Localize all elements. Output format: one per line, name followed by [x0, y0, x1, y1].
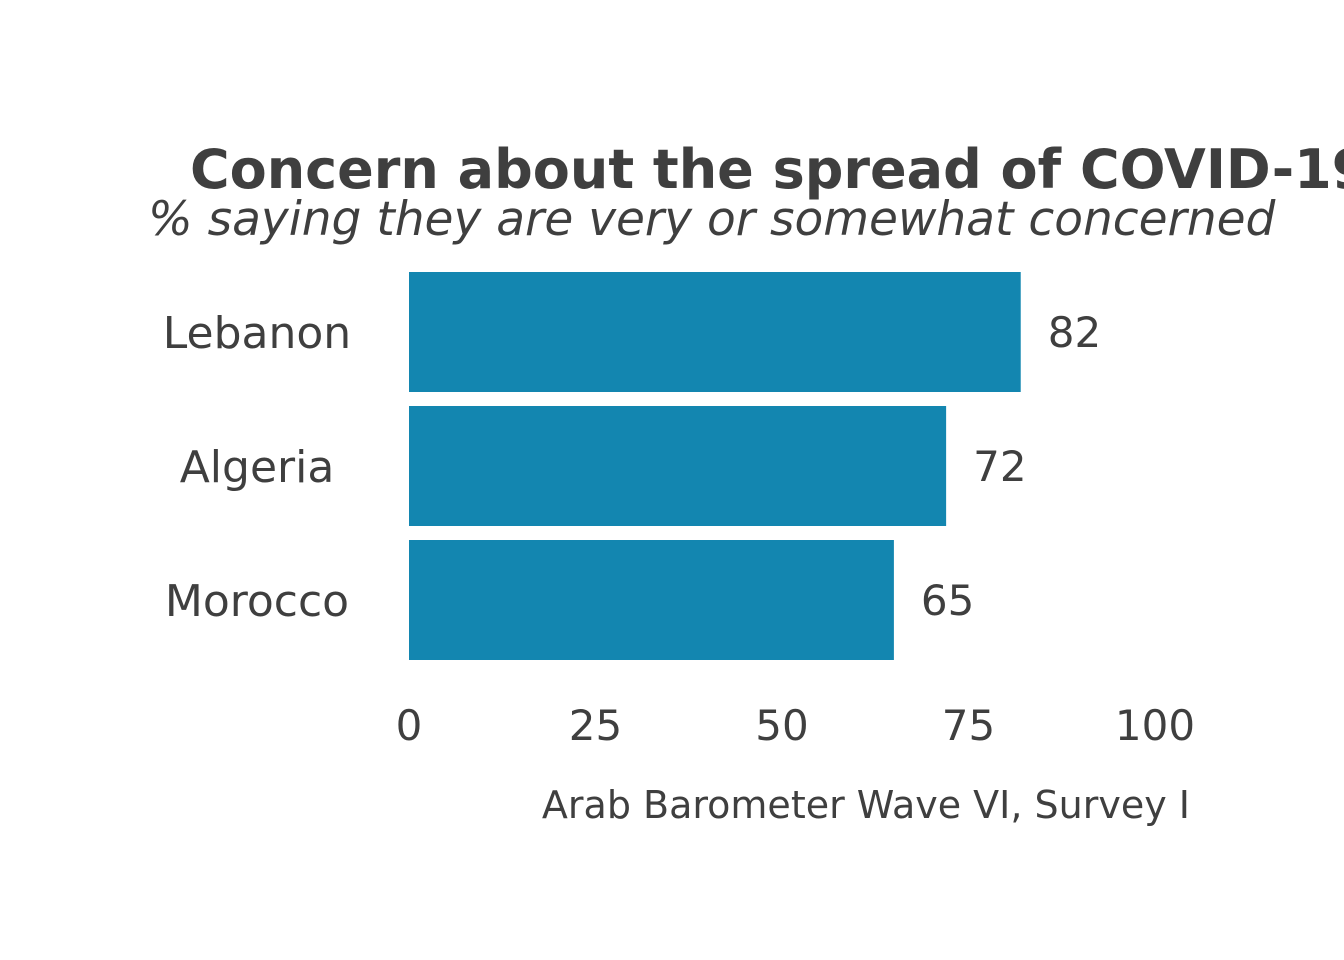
data-label: 82 — [1048, 308, 1101, 357]
x-tick-label: 100 — [1115, 701, 1195, 750]
bar-lebanon — [409, 272, 1021, 392]
category-label: Lebanon — [163, 308, 351, 359]
bar-morocco — [409, 540, 894, 660]
chart-subtitle: % saying they are very or somewhat conce… — [148, 192, 1276, 247]
data-label: 65 — [921, 576, 974, 625]
x-tick-label: 50 — [755, 701, 808, 750]
data-label: 72 — [973, 442, 1026, 491]
category-label: Algeria — [180, 442, 335, 493]
chart-title: Concern about the spread of COVID-19 — [190, 138, 1344, 201]
x-tick-label: 0 — [396, 701, 423, 750]
chart-caption: Arab Barometer Wave VI, Survey I — [542, 783, 1190, 827]
category-label: Morocco — [165, 576, 349, 627]
bar-algeria — [409, 406, 947, 526]
x-tick-label: 25 — [569, 701, 622, 750]
x-tick-label: 75 — [942, 701, 995, 750]
